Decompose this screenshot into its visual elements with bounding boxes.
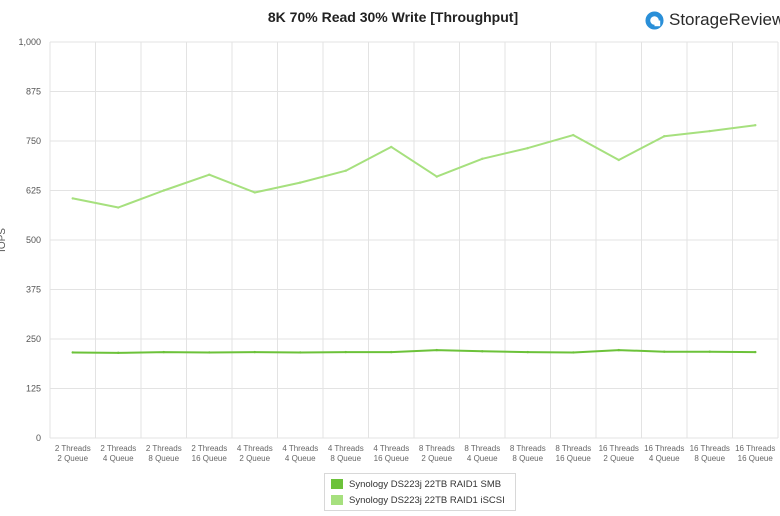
data-point-smb bbox=[435, 348, 438, 352]
data-point-iscsi bbox=[299, 181, 302, 184]
x-tick-label: 16 Threads 16 Queue bbox=[735, 444, 775, 463]
x-tick-label: 2 Threads 2 Queue bbox=[55, 444, 91, 463]
y-tick-label: 625 bbox=[26, 186, 41, 196]
data-point-smb bbox=[253, 350, 256, 354]
y-tick-label: 250 bbox=[26, 334, 41, 344]
x-tick-label: 8 Threads 4 Queue bbox=[464, 444, 500, 463]
data-point-iscsi bbox=[754, 123, 757, 127]
series-line-smb bbox=[71, 349, 757, 354]
x-tick-label: 16 Threads 8 Queue bbox=[690, 444, 730, 463]
data-point-smb bbox=[208, 351, 211, 354]
data-point-smb bbox=[162, 350, 165, 354]
x-tick-label: 2 Threads 4 Queue bbox=[100, 444, 136, 463]
data-point-smb bbox=[572, 351, 575, 354]
brand: StorageReview bbox=[645, 9, 780, 31]
data-point-iscsi bbox=[208, 173, 211, 176]
x-tick-label: 8 Threads 8 Queue bbox=[510, 444, 546, 463]
data-point-smb bbox=[117, 351, 120, 355]
y-tick-label: 125 bbox=[26, 384, 41, 394]
x-tick-label: 8 Threads 16 Queue bbox=[555, 444, 591, 463]
data-point-iscsi bbox=[117, 206, 120, 209]
data-point-iscsi bbox=[162, 189, 165, 192]
y-axis-label: IOPS bbox=[0, 228, 8, 252]
x-tick-label: 16 Threads 2 Queue bbox=[599, 444, 639, 463]
x-tick-label: 16 Threads 4 Queue bbox=[644, 444, 684, 463]
data-point-iscsi bbox=[344, 169, 347, 172]
data-point-smb bbox=[481, 350, 484, 353]
brand-name: StorageReview bbox=[669, 10, 780, 29]
data-point-iscsi bbox=[481, 157, 484, 161]
grid bbox=[49, 41, 779, 439]
data-point-iscsi bbox=[708, 129, 711, 133]
data-point-iscsi bbox=[572, 133, 575, 137]
legend: Synology DS223j 22TB RAID1 SMB Synology … bbox=[324, 473, 516, 511]
x-tick-label: 4 Threads 8 Queue bbox=[328, 444, 364, 463]
data-point-iscsi bbox=[435, 175, 438, 178]
y-tick-label: 1,000 bbox=[18, 37, 41, 47]
y-tick-label: 375 bbox=[26, 285, 41, 295]
x-axis-ticks: 2 Threads 2 Queue 2 Threads 4 Queue 2 Thread… bbox=[55, 444, 776, 463]
data-point-smb bbox=[71, 351, 74, 354]
x-tick-label: 2 Threads 16 Queue bbox=[191, 444, 227, 463]
chart-title: 8K 70% Read 30% Write [Throughput] bbox=[268, 9, 518, 25]
legend-item-iscsi[interactable]: Synology DS223j 22TB RAID1 iSCSI bbox=[331, 492, 509, 508]
legend-label-iscsi: Synology DS223j 22TB RAID1 iSCSI bbox=[349, 494, 505, 506]
data-point-smb bbox=[708, 350, 711, 353]
data-point-iscsi bbox=[253, 191, 256, 194]
y-tick-label: 0 bbox=[36, 433, 41, 443]
x-tick-label: 4 Threads 16 Queue bbox=[373, 444, 409, 463]
data-point-iscsi bbox=[663, 135, 666, 138]
legend-swatch-iscsi bbox=[331, 495, 343, 505]
data-point-smb bbox=[526, 350, 529, 354]
series-line-iscsi bbox=[71, 124, 757, 209]
data-point-smb bbox=[617, 348, 620, 352]
x-tick-label: 4 Threads 4 Queue bbox=[282, 444, 318, 463]
y-tick-label: 875 bbox=[26, 87, 41, 97]
y-axis-ticks: 0 125 250 375 500 625 750 875 1,000 bbox=[18, 37, 41, 443]
legend-label-smb: Synology DS223j 22TB RAID1 SMB bbox=[349, 478, 502, 490]
x-tick-label: 4 Threads 2 Queue bbox=[237, 444, 273, 463]
data-point-smb bbox=[390, 350, 393, 354]
legend-item-smb[interactable]: Synology DS223j 22TB RAID1 SMB bbox=[331, 476, 509, 492]
series-lines bbox=[71, 123, 757, 355]
data-point-iscsi bbox=[390, 145, 393, 149]
data-point-smb bbox=[754, 350, 757, 354]
data-point-iscsi bbox=[526, 146, 529, 150]
data-point-smb bbox=[663, 350, 666, 353]
data-point-smb bbox=[344, 350, 347, 354]
legend-swatch-smb bbox=[331, 479, 343, 489]
y-tick-label: 500 bbox=[26, 235, 41, 245]
x-tick-label: 2 Threads 8 Queue bbox=[146, 444, 182, 463]
x-tick-label: 8 Threads 2 Queue bbox=[419, 444, 455, 463]
storagereview-logo-icon bbox=[645, 10, 664, 30]
y-tick-label: 750 bbox=[26, 136, 41, 146]
data-point-iscsi bbox=[617, 158, 620, 162]
data-point-iscsi bbox=[71, 197, 74, 200]
data-point-smb bbox=[299, 351, 302, 354]
